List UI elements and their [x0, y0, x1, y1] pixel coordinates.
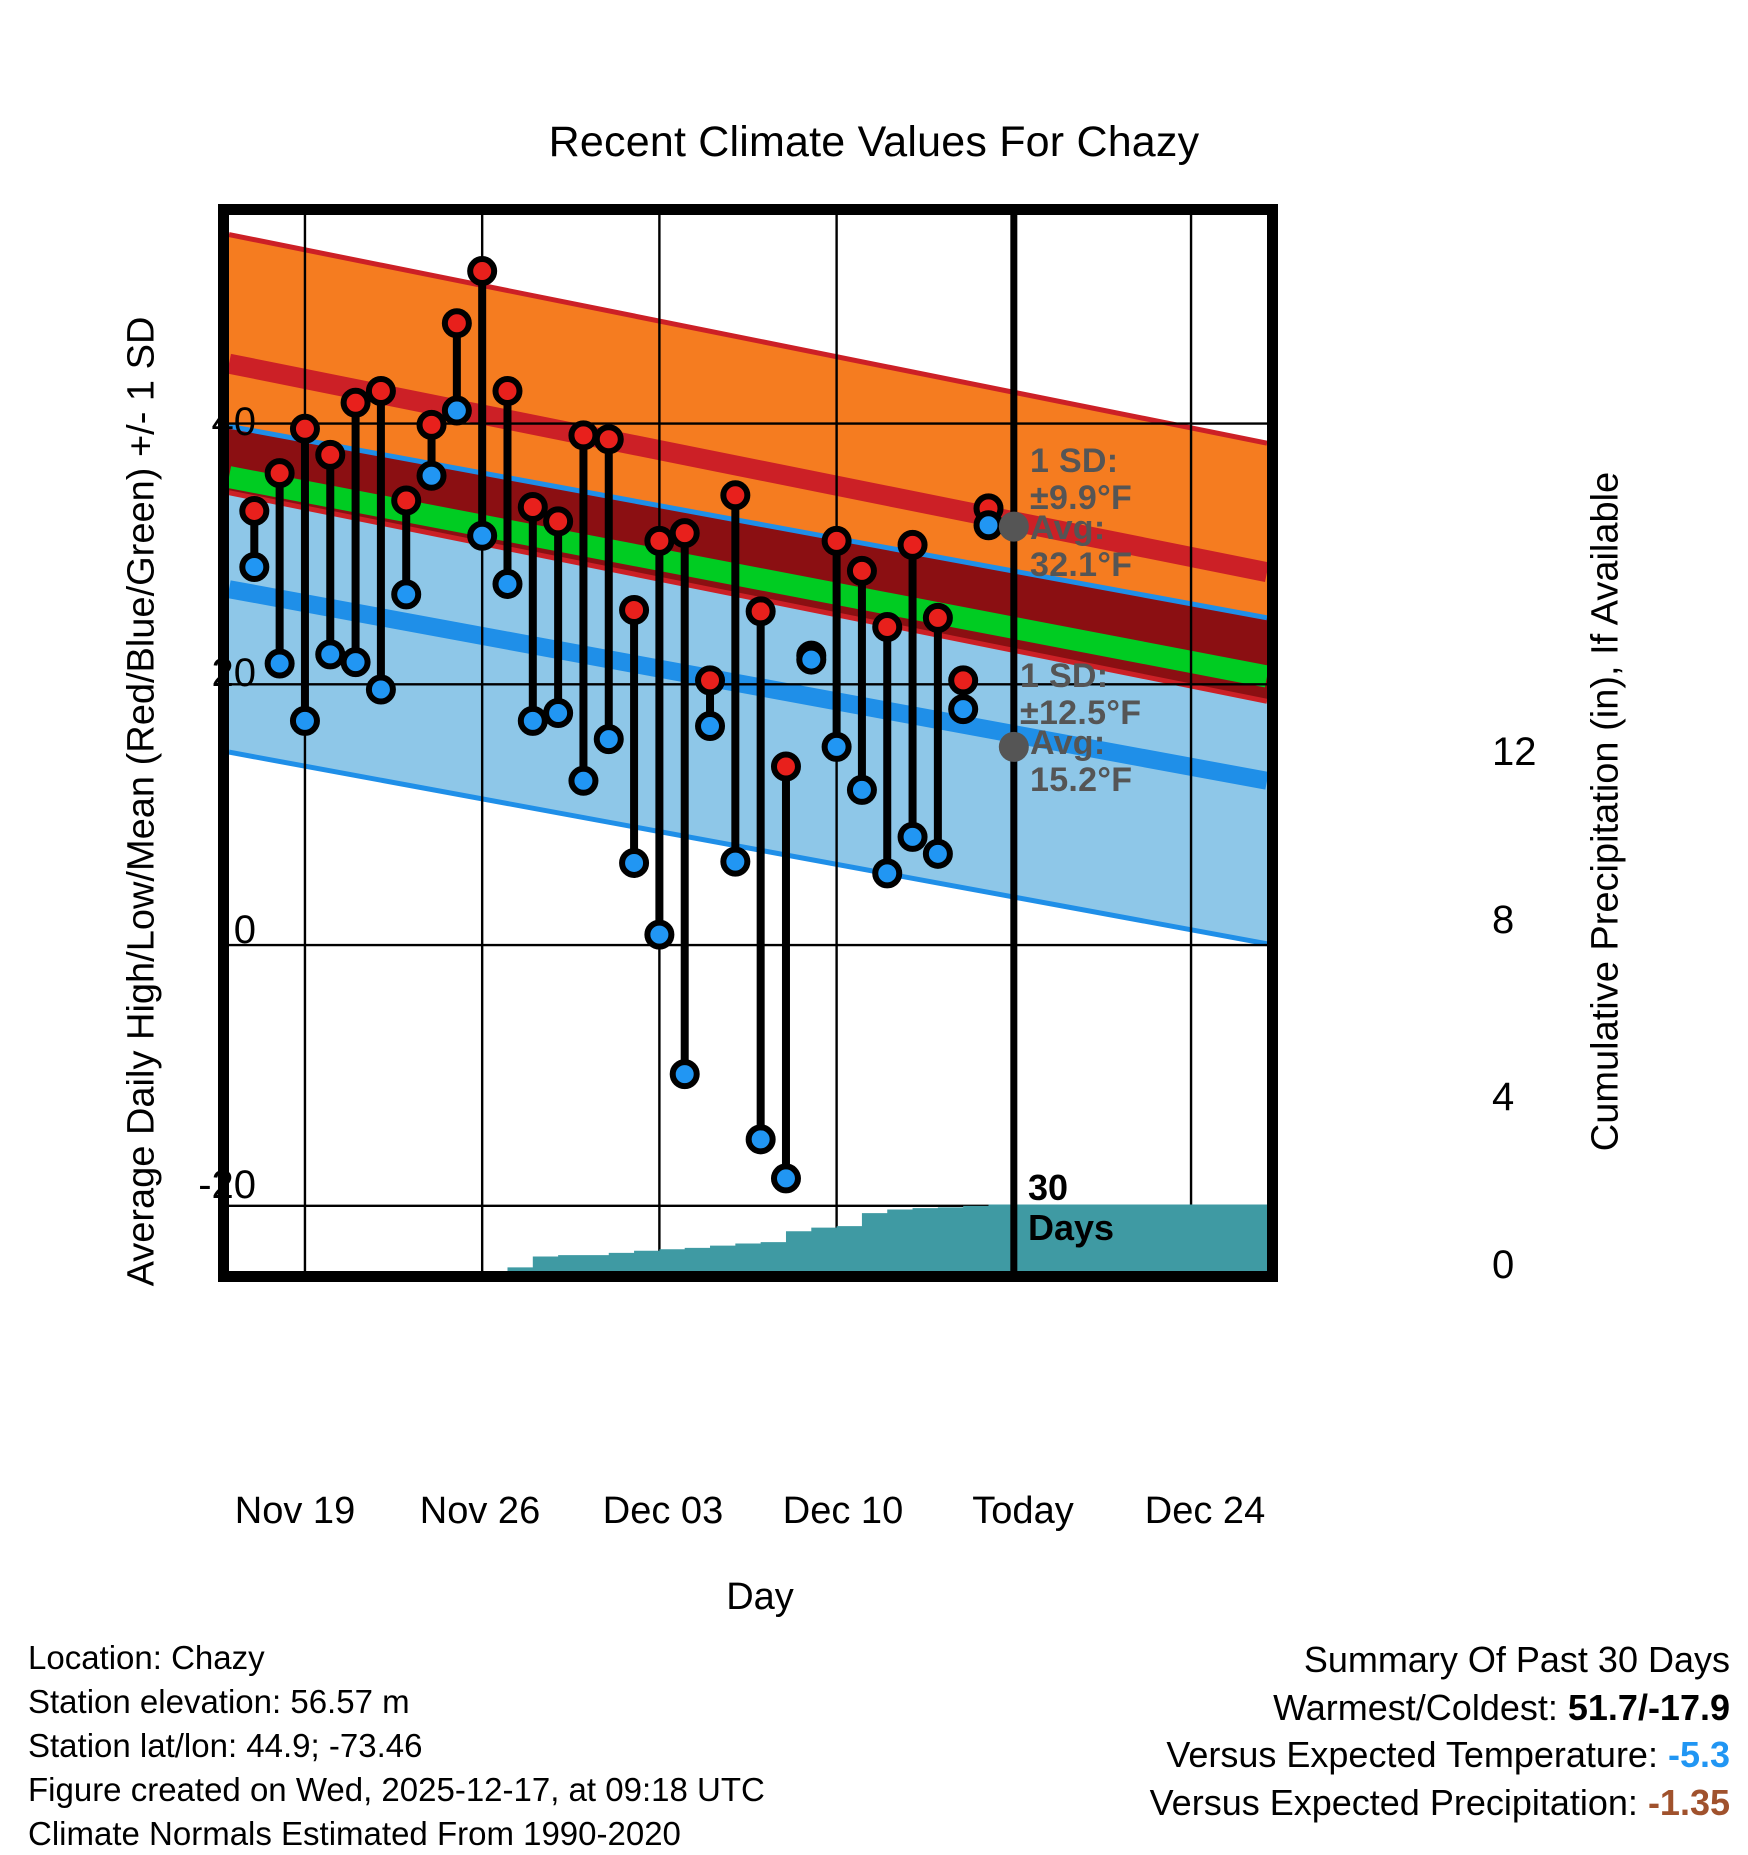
footer-latlon: Station lat/lon: 44.9; -73.46: [28, 1724, 765, 1768]
thirty-days-annotation: 30 Days: [1028, 1168, 1114, 1249]
footer-normals: Climate Normals Estimated From 1990-2020: [28, 1812, 765, 1855]
warmest-coldest-value: 51.7/-17.9: [1568, 1687, 1730, 1728]
page-title: Recent Climate Values For Chazy: [0, 118, 1748, 167]
vs-precipitation-label: Versus Expected Precipitation:: [1150, 1782, 1648, 1823]
low-avg-label: Avg:: [1030, 725, 1132, 762]
days-count: 30: [1028, 1168, 1114, 1208]
y-axis-label-right: Cumulative Precipitation (in), If Availa…: [1585, 312, 1628, 1312]
low-sd-annotation: 1 SD: ±12.5°F: [1020, 658, 1141, 731]
summary-block: Summary Of Past 30 Days Warmest/Coldest:…: [1150, 1636, 1730, 1826]
low-avg-annotation: Avg: 15.2°F: [1030, 725, 1132, 798]
summary-heading: Summary Of Past 30 Days: [1150, 1636, 1730, 1684]
low-avg-value: 15.2°F: [1030, 762, 1132, 799]
high-avg-annotation: Avg: 32.1°F: [1030, 510, 1132, 583]
xtick-dec-24: Dec 24: [1055, 1490, 1355, 1533]
summary-vs-precipitation: Versus Expected Precipitation: -1.35: [1150, 1779, 1730, 1827]
station-info-block: Location: Chazy Station elevation: 56.57…: [28, 1636, 765, 1855]
days-word: Days: [1028, 1208, 1114, 1248]
high-avg-label: Avg:: [1030, 510, 1132, 547]
footer-elevation: Station elevation: 56.57 m: [28, 1680, 765, 1724]
ytick-right-3: 0: [1492, 1243, 1514, 1288]
vs-temperature-value: -5.3: [1668, 1734, 1730, 1775]
ytick-right-2: 4: [1492, 1075, 1514, 1120]
warmest-coldest-label: Warmest/Coldest:: [1273, 1687, 1568, 1728]
ytick-right-1: 8: [1492, 898, 1514, 943]
footer-created: Figure created on Wed, 2025-12-17, at 09…: [28, 1768, 765, 1812]
y-axis-label-left: Average Daily High/Low/Mean (Red/Blue/Gr…: [121, 302, 164, 1302]
summary-warmest-coldest: Warmest/Coldest: 51.7/-17.9: [1150, 1684, 1730, 1732]
x-axis-label: Day: [0, 1576, 1520, 1619]
high-sd-label: 1 SD:: [1030, 443, 1132, 480]
high-avg-value: 32.1°F: [1030, 547, 1132, 584]
vs-temperature-label: Versus Expected Temperature:: [1166, 1734, 1668, 1775]
high-sd-annotation: 1 SD: ±9.9°F: [1030, 443, 1132, 516]
ytick-right-0: 12: [1492, 730, 1537, 775]
low-sd-label: 1 SD:: [1020, 658, 1141, 695]
summary-vs-temperature: Versus Expected Temperature: -5.3: [1150, 1731, 1730, 1779]
footer-location: Location: Chazy: [28, 1636, 765, 1680]
vs-precipitation-value: -1.35: [1648, 1782, 1730, 1823]
